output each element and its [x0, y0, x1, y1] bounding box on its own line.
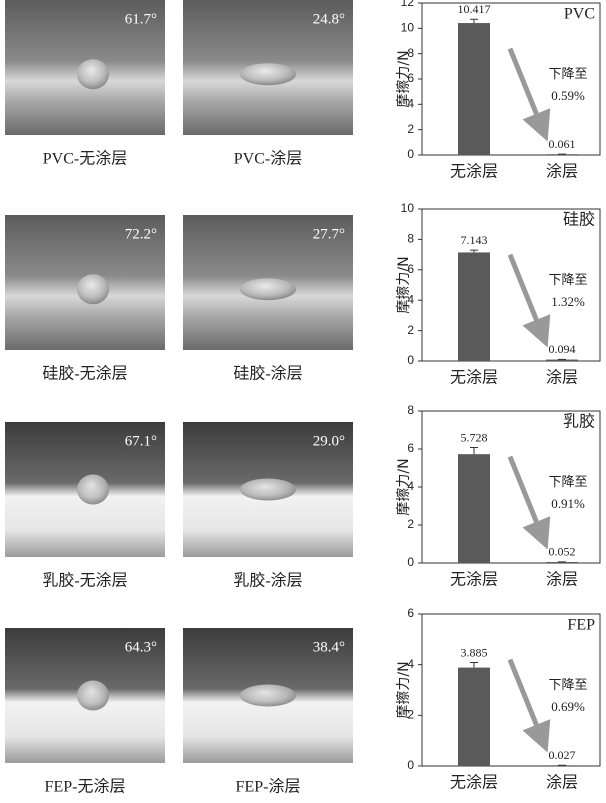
value-label: 0.027	[549, 748, 576, 762]
y-axis-label: 摩擦力/N	[395, 458, 412, 515]
y-axis-label: 摩擦力/N	[395, 661, 412, 718]
x-tick-label: 无涂层	[450, 162, 498, 181]
bar	[458, 23, 490, 155]
y-tick-label: 10	[401, 201, 415, 215]
annotation: 下降至	[548, 475, 587, 490]
droplet	[77, 475, 109, 505]
y-tick-label: 2	[407, 323, 414, 337]
error-bar	[470, 19, 478, 23]
value-label: 10.417	[458, 2, 491, 16]
contact-angle: 64.3°	[125, 639, 157, 655]
y-tick-label: 0	[407, 555, 414, 569]
photo-caption: 乳胶-无涂层	[42, 572, 127, 590]
chart-title: 硅胶	[563, 211, 595, 229]
y-tick-label: 6	[407, 441, 414, 455]
arrow	[510, 660, 542, 739]
annotation: 0.69%	[551, 699, 585, 714]
y-tick-label: 6	[407, 606, 414, 620]
x-tick-label: 无涂层	[450, 773, 498, 792]
photo-caption: 硅胶-涂层	[233, 365, 302, 383]
chart-title: PVC	[564, 6, 595, 23]
y-tick-label: 12	[401, 0, 415, 9]
y-tick-label: 0	[407, 147, 414, 161]
droplet	[77, 681, 109, 711]
value-label: 7.143	[461, 233, 488, 247]
photo-caption: PVC-涂层	[234, 150, 302, 168]
y-tick-label: 0	[407, 758, 414, 772]
droplet	[240, 479, 296, 501]
y-tick-label: 10	[401, 21, 415, 35]
y-tick-label: 8	[407, 232, 414, 246]
bar	[458, 252, 490, 361]
annotation: 0.59%	[551, 88, 585, 103]
photo-caption: FEP-涂层	[236, 778, 301, 796]
annotation: 下降至	[548, 273, 587, 288]
y-axis-label: 摩擦力/N	[395, 256, 412, 313]
droplet	[77, 59, 109, 89]
y-tick-label: 0	[407, 353, 414, 367]
figure: 61.7° PVC-无涂层 24.8° PVC-涂层 72.2° 硅胶-无涂层 27.7° 硅…	[0, 0, 606, 803]
value-label: 0.094	[549, 342, 576, 356]
annotation: 0.91%	[551, 496, 585, 511]
photo-caption: FEP-无涂层	[45, 778, 126, 796]
x-tick-label: 涂层	[546, 773, 578, 792]
annotation: 下降至	[548, 678, 587, 693]
arrow	[510, 49, 542, 128]
droplet	[240, 278, 296, 300]
value-label: 0.052	[549, 545, 576, 559]
contact-angle: 38.4°	[313, 639, 345, 655]
contact-angle: 61.7°	[125, 11, 157, 27]
error-bar	[470, 250, 478, 252]
value-label: 3.885	[461, 645, 488, 659]
contact-angle: 67.1°	[125, 433, 157, 449]
annotation: 下降至	[548, 67, 587, 82]
value-label: 0.061	[549, 137, 576, 151]
y-tick-label: 2	[407, 517, 414, 531]
contact-angle: 27.7°	[313, 226, 345, 242]
contact-angle: 24.8°	[313, 11, 345, 27]
chart-title: 乳胶	[563, 413, 595, 431]
y-tick-label: 2	[407, 122, 414, 136]
error-bar	[470, 663, 478, 668]
photo-caption: PVC-无涂层	[43, 150, 127, 168]
photo-caption: 乳胶-涂层	[233, 572, 302, 590]
y-tick-label: 8	[407, 403, 414, 417]
chart-title: FEP	[567, 617, 595, 634]
page: 61.7° PVC-无涂层 24.8° PVC-涂层 72.2° 硅胶-无涂层 27.7° 硅…	[0, 0, 606, 803]
x-tick-label: 涂层	[546, 570, 578, 589]
droplet	[77, 274, 109, 304]
x-tick-label: 涂层	[546, 368, 578, 387]
photo-caption: 硅胶-无涂层	[42, 365, 127, 383]
x-tick-label: 无涂层	[450, 368, 498, 387]
droplet	[240, 685, 296, 707]
x-tick-label: 无涂层	[450, 570, 498, 589]
contact-angle: 72.2°	[125, 226, 157, 242]
arrow	[510, 457, 542, 536]
x-tick-label: 涂层	[546, 162, 578, 181]
arrow	[510, 255, 542, 334]
bar	[458, 668, 490, 766]
value-label: 5.728	[461, 430, 488, 444]
droplet	[240, 63, 296, 85]
y-axis-label: 摩擦力/N	[395, 50, 412, 107]
bar	[458, 454, 490, 563]
error-bar	[470, 448, 478, 455]
contact-angle: 29.0°	[313, 433, 345, 449]
annotation: 1.32%	[551, 294, 585, 309]
